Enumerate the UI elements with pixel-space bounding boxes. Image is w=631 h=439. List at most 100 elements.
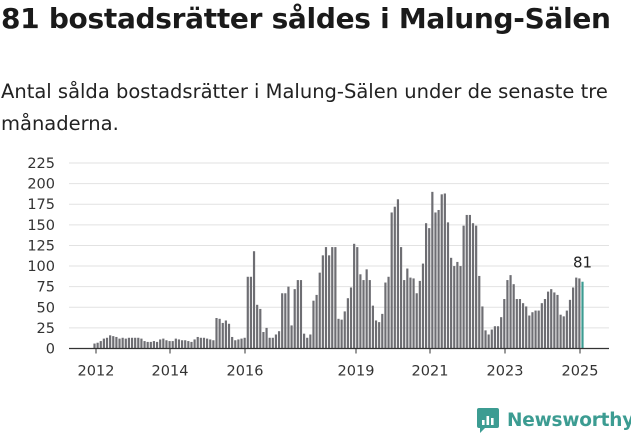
bar [459, 266, 462, 349]
bar [277, 331, 281, 349]
bar [187, 341, 190, 349]
bar [312, 300, 315, 349]
bar [525, 306, 528, 349]
bar [155, 341, 159, 349]
bar [193, 339, 196, 349]
bar [365, 269, 368, 349]
bar [515, 299, 518, 349]
bar [196, 336, 199, 349]
x-tick-label: 2023 [487, 364, 524, 380]
bar [143, 341, 146, 349]
newsworthy-icon [477, 408, 499, 433]
bar [290, 325, 293, 349]
bar [456, 261, 459, 349]
y-tick-label: 50 [37, 300, 55, 316]
bar [287, 286, 290, 349]
bar [124, 338, 127, 349]
bar [215, 318, 218, 349]
bar [534, 310, 537, 349]
bar [453, 266, 456, 349]
bar [434, 212, 437, 349]
bar [506, 280, 509, 349]
bar [359, 274, 362, 349]
bar [102, 338, 105, 349]
y-tick-label: 225 [27, 156, 55, 172]
bar [162, 338, 165, 349]
bar [199, 337, 202, 349]
x-axis-labels: 2012 2014 2016 2019 2021 2023 2025 [78, 348, 599, 380]
bar [224, 320, 227, 349]
bar [96, 342, 99, 349]
chart-title: 81 bostadsrätter såldes i Malung-Sälen [1, 2, 611, 35]
bar [337, 318, 340, 349]
bar [249, 276, 253, 349]
bar [262, 332, 265, 349]
bar [521, 303, 525, 349]
bar [572, 287, 575, 349]
bar [468, 214, 471, 349]
bar [190, 341, 193, 349]
bar [446, 222, 450, 349]
bar [240, 338, 243, 349]
brand-name: Newsworthy [507, 410, 631, 431]
bar [118, 338, 121, 349]
bar [346, 298, 349, 349]
bar [121, 337, 124, 349]
bar [296, 280, 299, 349]
bar [487, 334, 490, 349]
bar [149, 341, 152, 349]
bar [315, 294, 318, 349]
bar [306, 337, 309, 349]
newsworthy-logo[interactable]: Newsworthy [476, 407, 631, 434]
bar [293, 289, 296, 349]
bar [553, 292, 556, 349]
bar [218, 318, 221, 349]
bar [450, 257, 453, 349]
bar [99, 341, 102, 349]
bar [299, 280, 303, 349]
bar [537, 310, 540, 349]
bar [518, 299, 522, 349]
bar [302, 333, 306, 349]
bar [362, 280, 365, 349]
bar [202, 337, 206, 349]
bar [481, 306, 484, 349]
bar [531, 312, 534, 349]
bar [152, 341, 156, 349]
bar [349, 287, 353, 349]
bar [271, 337, 274, 349]
bar [252, 251, 256, 349]
bar [484, 330, 487, 349]
bar [440, 194, 443, 349]
bar [328, 255, 331, 349]
bar [462, 225, 465, 349]
bar [353, 243, 356, 349]
bar [568, 299, 572, 349]
x-tick-label: 2019 [338, 364, 375, 380]
bar [415, 293, 418, 349]
bar [231, 336, 234, 349]
bar [234, 340, 237, 349]
x-tick-label: 2025 [562, 364, 599, 380]
bar [478, 275, 481, 349]
bar [399, 247, 403, 349]
bar [431, 191, 434, 349]
bar [184, 340, 187, 349]
bar [159, 339, 162, 349]
y-tick-label: 200 [27, 177, 55, 193]
bar [165, 340, 168, 349]
bar [578, 278, 581, 349]
y-tick-label: 0 [46, 342, 55, 358]
bar [374, 320, 378, 349]
bar [130, 337, 134, 349]
bar [428, 228, 431, 349]
bar [237, 339, 240, 349]
bar [115, 336, 118, 349]
chart-subtitle: Antal sålda bostadsrätter i Malung-Sälen… [1, 80, 608, 135]
y-tick-label: 75 [37, 280, 55, 296]
bar [500, 317, 503, 349]
bar [418, 280, 421, 349]
y-tick-label: 150 [27, 218, 55, 234]
bar [503, 299, 506, 349]
bar [309, 334, 312, 349]
